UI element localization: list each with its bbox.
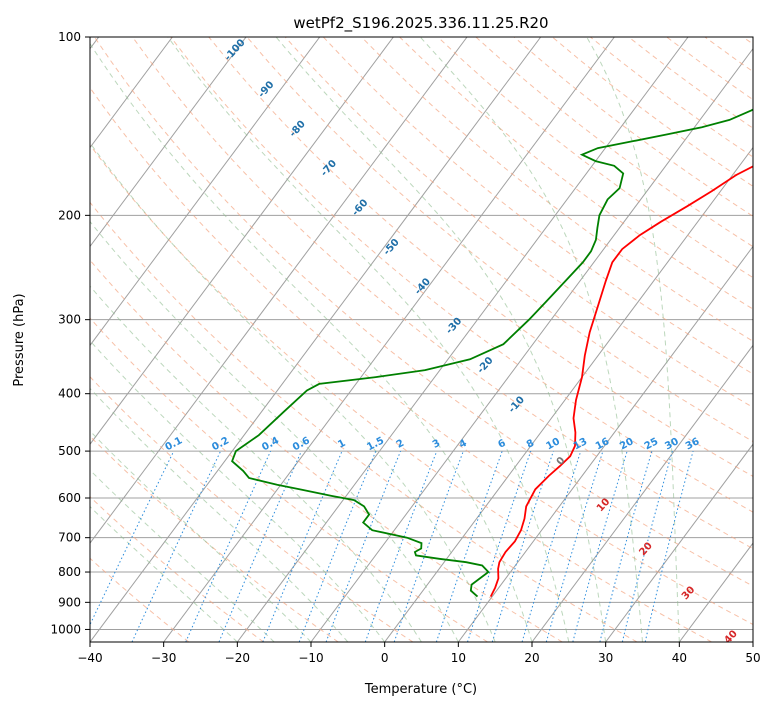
plot-frame <box>89 36 754 643</box>
moist-adiabat-line <box>90 430 312 642</box>
mixing-ratio-label: 1 <box>336 438 347 451</box>
x-axis-label: Temperature (°C) <box>364 682 477 697</box>
dry-adiabat-line <box>90 557 190 642</box>
mixing-ratio-line <box>572 450 628 642</box>
mixing-ratio-line <box>599 450 653 642</box>
mixing-ratio-label: 2 <box>395 438 406 451</box>
dry-adiabat-line <box>132 37 753 550</box>
dry-adiabat-line <box>90 376 414 642</box>
isotherm-line <box>457 245 753 642</box>
dry-adiabat-line <box>361 37 753 342</box>
isotherm-line <box>605 443 753 642</box>
x-tick-label: −10 <box>298 651 323 665</box>
mixing-ratio-line <box>521 450 582 642</box>
x-tick-label: 0 <box>381 651 389 665</box>
y-axis-label: Pressure (hPa) <box>12 293 27 386</box>
mixing-ratio-label: 3 <box>431 438 442 451</box>
isotherm-line <box>90 37 394 446</box>
x-tick-label: 50 <box>745 651 760 665</box>
moist-adiabat-lines <box>90 37 680 642</box>
x-tick-label: 10 <box>451 651 466 665</box>
isotherm-line <box>310 47 753 642</box>
x-axis-ticks: −40 −30 −20 −10 0 10 20 30 40 50 <box>77 642 761 665</box>
x-tick-label: 40 <box>672 651 687 665</box>
moist-adiabat-line <box>90 387 349 642</box>
mixing-ratio-line <box>325 450 402 642</box>
mixing-ratio-line <box>467 450 532 642</box>
dry-adiabat-line <box>284 37 753 408</box>
mixing-ratio-line <box>545 450 604 642</box>
mixing-ratio-line <box>185 450 272 642</box>
x-tick-label: −40 <box>77 651 102 665</box>
y-tick-label: 400 <box>58 387 81 401</box>
dry-adiabat-line <box>90 86 753 626</box>
dry-adiabat-line <box>90 144 712 642</box>
isotherm-line <box>90 37 173 149</box>
x-tick-label: 30 <box>598 651 613 665</box>
mixing-ratio-line <box>621 450 673 642</box>
mixing-ratio-label: 8 <box>525 438 536 451</box>
moist-adiabat-line <box>90 142 496 642</box>
y-tick-label: 900 <box>58 595 81 609</box>
moist-adiabat-line <box>275 37 607 642</box>
temperature-profile <box>489 165 753 598</box>
mixing-ratio-line <box>298 450 377 642</box>
mixing-ratio-line <box>364 450 438 642</box>
mixing-ratio-line <box>262 450 343 642</box>
moist-adiabat-line <box>90 42 533 642</box>
y-tick-label: 700 <box>58 531 81 545</box>
isotherm-line <box>90 37 321 347</box>
plot-area <box>90 37 753 642</box>
mixing-ratio-line <box>491 450 554 642</box>
moist-adiabat-line <box>586 37 680 642</box>
y-tick-label: 100 <box>58 30 81 44</box>
moist-adiabat-line <box>419 37 643 642</box>
y-axis-ticks: 100 200 300 400 500 600 700 800 900 1000 <box>50 30 90 636</box>
isotherm-line <box>236 37 689 642</box>
isotherm-lines <box>90 37 753 642</box>
isotherm-line <box>531 344 753 642</box>
mixing-ratio-line <box>393 450 464 642</box>
isotherm-line <box>90 37 468 544</box>
y-tick-label: 500 <box>58 444 81 458</box>
dry-adiabat-lines <box>90 37 753 642</box>
y-tick-label: 1000 <box>50 622 81 636</box>
dewpoint-profile <box>231 108 753 598</box>
mixing-ratio-label: 4 <box>458 438 469 451</box>
dry-adiabat-line <box>170 37 753 513</box>
isotherm-line <box>752 641 753 642</box>
mixing-ratio-lines <box>90 450 694 642</box>
isotherm-line <box>90 37 247 248</box>
dry-adiabat-line <box>90 201 638 642</box>
y-tick-label: 600 <box>58 491 81 505</box>
x-tick-label: −20 <box>225 651 250 665</box>
isotherm-line <box>163 37 615 642</box>
x-tick-label: 20 <box>524 651 539 665</box>
mixing-ratio-line <box>644 450 694 642</box>
y-tick-label: 300 <box>58 313 81 327</box>
y-tick-label: 200 <box>58 208 81 222</box>
mixing-ratio-line <box>218 450 302 642</box>
plot-background <box>90 37 753 642</box>
moist-adiabat-line <box>90 340 386 642</box>
isotherm-line <box>384 146 753 642</box>
chart-title: wetPf2_S196.2025.336.11.25.R20 <box>293 14 548 33</box>
dry-adiabat-line <box>93 37 753 587</box>
x-tick-label: −30 <box>151 651 176 665</box>
sounding-profiles <box>231 108 753 598</box>
y-tick-label: 800 <box>58 565 81 579</box>
mixing-ratio-line <box>435 450 503 642</box>
moist-adiabat-line <box>90 469 275 642</box>
moist-adiabat-line <box>90 220 459 642</box>
mixing-ratio-label: 6 <box>496 438 507 451</box>
